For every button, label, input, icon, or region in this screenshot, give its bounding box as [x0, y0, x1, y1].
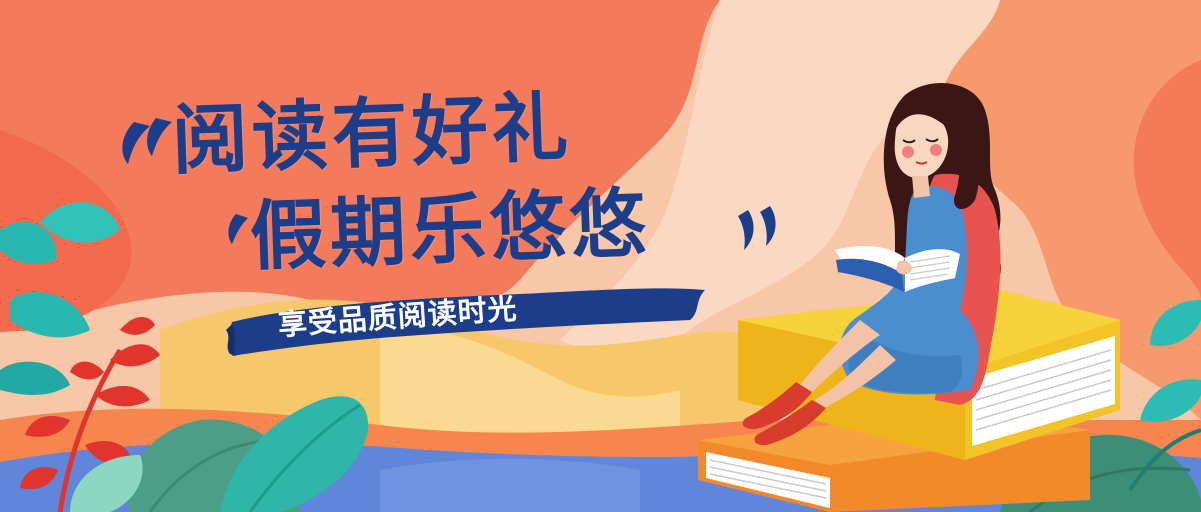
leaf-green-big-vein	[148, 438, 271, 512]
mouth	[915, 161, 928, 165]
sock-back	[754, 400, 826, 446]
leaf-red-1	[95, 385, 150, 407]
leaf-teal-2	[10, 291, 90, 338]
open-quote-icon-second	[228, 214, 248, 244]
open-book-cover	[836, 258, 904, 292]
close-quote-icon	[738, 206, 776, 250]
open-book-lines	[909, 255, 951, 281]
leaf-red-4	[120, 316, 155, 335]
leg-back	[815, 345, 896, 408]
eye-left	[902, 139, 916, 144]
dress-shade	[848, 330, 963, 394]
yellow-band-light	[380, 328, 680, 440]
book-top-page-lines	[975, 349, 1112, 431]
reading-girl-illustration	[742, 83, 1001, 446]
face	[894, 109, 949, 178]
leaf-red-7	[70, 361, 104, 380]
leaf-right-teal-2	[1140, 379, 1201, 422]
orange-blob-left	[0, 0, 720, 330]
open-book-left	[835, 245, 905, 272]
leaf-right-teal-1	[1150, 300, 1201, 346]
eye-right	[925, 138, 939, 143]
leaf-red-6	[20, 467, 58, 490]
leaf-teal-4	[0, 361, 70, 395]
blue-floor-light	[380, 458, 640, 512]
leaf-red-2	[25, 415, 70, 437]
peach-blob	[560, 0, 1000, 353]
leaf-mint	[70, 455, 143, 512]
cheek-right	[930, 144, 942, 156]
leaf-teal-1	[0, 221, 57, 265]
leg-front	[800, 320, 880, 392]
orange-blob-right	[940, 0, 1201, 420]
subtitle-ribbon-edge	[226, 324, 236, 356]
orange-blob-right-deep	[1133, 60, 1201, 300]
hair-side	[954, 120, 979, 210]
neck	[912, 176, 930, 198]
stem-red	[57, 348, 123, 512]
book-bottom-page-lines	[709, 459, 827, 499]
cheek-left	[902, 146, 914, 158]
leaf-teal-3	[40, 202, 120, 243]
headline-line-2: 假期乐悠悠	[248, 178, 652, 281]
hair-front	[894, 92, 973, 160]
leaf-right-stem	[1128, 428, 1201, 492]
subtitle-ribbon	[231, 288, 705, 356]
headline-line-1: 阅读有好礼	[170, 82, 574, 185]
leaf-teal-big-vein	[248, 403, 361, 512]
sock-front	[742, 382, 812, 430]
hand	[896, 260, 912, 275]
left-foliage	[0, 202, 369, 512]
book-top-pages	[972, 336, 1115, 446]
open-quote-icon	[122, 118, 172, 164]
leaf-red-3	[110, 344, 160, 367]
